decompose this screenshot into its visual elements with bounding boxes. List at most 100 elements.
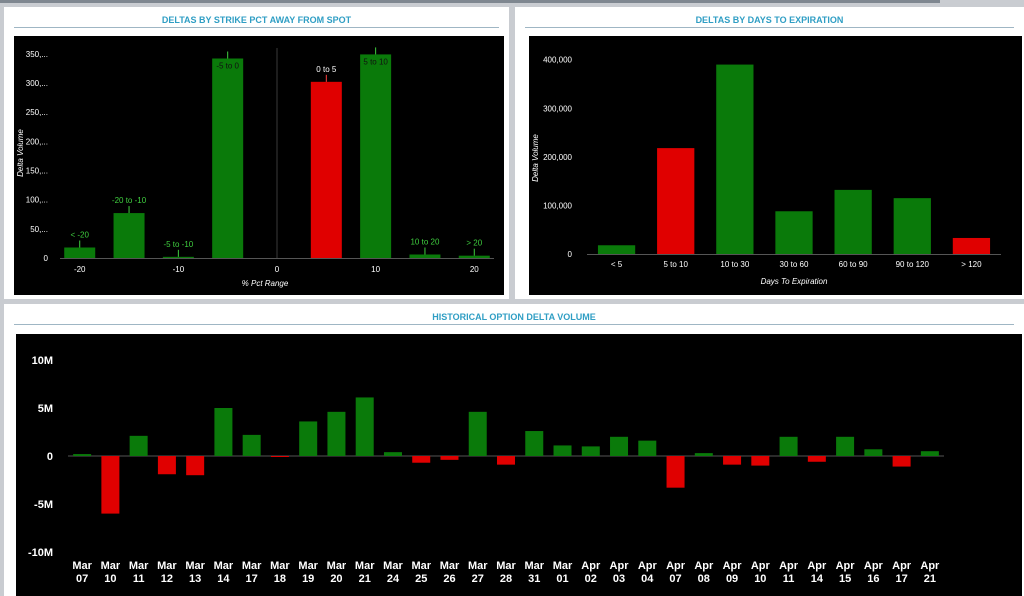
strike-bar (113, 213, 145, 258)
strike-y-tick-label: 300,... (26, 79, 48, 88)
history-x-tick-day: 18 (274, 573, 286, 585)
history-bar (157, 456, 176, 475)
history-y-tick-label: 0 (47, 451, 53, 463)
history-x-tick-day: 04 (641, 573, 654, 585)
strike-bar (64, 247, 96, 258)
history-x-tick-month: Mar (468, 560, 488, 572)
strike-y-tick-label: 100,... (26, 196, 48, 205)
strike-bar-label: > 20 (466, 239, 482, 248)
expiry-panel: DELTAS BY DAYS TO EXPIRATION 0 100,000 200… (515, 7, 1024, 299)
strike-x-tick-label: 0 (275, 265, 280, 274)
strike-bar (409, 254, 441, 258)
history-x-tick-month: Apr (723, 560, 743, 572)
history-x-tick-month: Mar (524, 560, 544, 572)
history-x-tick-day: 27 (472, 573, 484, 585)
history-bar (412, 456, 431, 463)
expiry-x-axis-title: Days To Expiration (761, 277, 828, 286)
strike-panel-title: DELTAS BY STRIKE PCT AWAY FROM SPOT (161, 15, 352, 25)
history-x-tick-day: 02 (585, 573, 597, 585)
expiry-x-tick-label: 5 to 10 (663, 260, 688, 269)
history-x-tick-day: 16 (867, 573, 879, 585)
history-x-tick-day: 14 (811, 573, 824, 585)
history-bar (920, 451, 939, 456)
strike-y-axis-title: Delta Volume (16, 129, 25, 177)
history-x-tick-month: Apr (779, 560, 799, 572)
history-panel: HISTORICAL OPTION DELTA VOLUME 10M 5M 0 -5M… (4, 304, 1024, 596)
history-title-rule (14, 324, 1014, 325)
history-bar (638, 440, 657, 456)
history-bar (186, 456, 205, 476)
history-x-tick-month: Apr (666, 560, 686, 572)
history-x-tick-day: 19 (302, 573, 314, 585)
strike-chart-area: 0 50,... 100,... 150,... 200,... 250,... 300,.… (14, 36, 504, 295)
history-x-tick-month: Apr (892, 560, 912, 572)
expiry-x-tick-label: < 5 (611, 260, 623, 269)
strike-bar-label: -5 to 0 (216, 62, 239, 71)
history-x-tick-month: Mar (270, 560, 290, 572)
expiry-x-tick-label: 30 to 60 (780, 260, 809, 269)
expiry-bar (657, 148, 695, 254)
strike-y-tick-label: 200,... (26, 137, 48, 146)
expiry-y-axis-title: Delta Volume (531, 134, 540, 182)
history-bar (101, 456, 120, 514)
history-bar (779, 436, 798, 456)
history-chart-area: 10M 5M 0 -5M -10M Mar 07 Mar 10 Mar 11 Mar 12 Mar 13 Ma… (16, 334, 1022, 596)
expiry-bar (597, 245, 636, 254)
history-bar (807, 456, 826, 462)
history-bar (270, 456, 289, 457)
strike-bar-label: 5 to 10 (363, 57, 388, 66)
strike-bar-label: 0 to 5 (316, 65, 337, 74)
top-border-line (0, 0, 940, 3)
history-bar (751, 456, 770, 466)
history-bar (723, 456, 742, 465)
history-x-tick-day: 20 (330, 573, 342, 585)
strike-y-tick-label: 0 (44, 254, 49, 263)
strike-bar-label: -5 to -10 (163, 240, 193, 249)
history-x-tick-month: Apr (638, 560, 658, 572)
expiry-title-rule (525, 27, 1014, 28)
strike-bar (310, 81, 342, 258)
history-x-tick-day: 08 (698, 573, 710, 585)
strike-y-tick-label: 250,... (26, 108, 48, 117)
history-bar (610, 436, 629, 456)
strike-bar-label: -20 to -10 (112, 196, 147, 205)
expiry-bar (893, 198, 931, 254)
history-x-tick-month: Mar (440, 560, 460, 572)
history-bar (497, 456, 515, 465)
history-bar (242, 434, 261, 456)
history-bar (383, 452, 402, 456)
history-x-tick-month: Apr (610, 560, 630, 572)
expiry-bar (952, 237, 991, 254)
history-bar (694, 453, 713, 456)
history-x-tick-month: Mar (411, 560, 431, 572)
strike-bar-label: 10 to 20 (410, 238, 439, 247)
expiry-x-tick-label: 10 to 30 (720, 260, 749, 269)
history-bar (525, 431, 544, 456)
history-x-tick-month: Mar (383, 560, 403, 572)
strike-y-tick-label: 50,... (30, 225, 48, 234)
expiry-y-tick-label: 200,000 (543, 153, 572, 162)
history-panel-title: HISTORICAL OPTION DELTA VOLUME (432, 312, 596, 322)
history-x-tick-day: 10 (754, 573, 766, 585)
expiry-x-tick-label: 60 to 90 (839, 260, 868, 269)
history-x-tick-day: 25 (415, 573, 427, 585)
history-x-tick-day: 03 (613, 573, 625, 585)
history-bar (355, 397, 374, 456)
strike-x-tick-label: 10 (371, 265, 380, 274)
strike-y-tick-label: 150,... (26, 167, 48, 176)
strike-x-axis-title: % Pct Range (242, 279, 289, 288)
history-bar (214, 408, 233, 456)
expiry-chart: 0 100,000 200,000 300,000 400,000 < 5 5 to 10 1… (531, 56, 1001, 286)
strike-bar-label: < -20 (70, 231, 89, 240)
history-bar (327, 411, 346, 456)
history-x-tick-day: 07 (76, 573, 88, 585)
expiry-x-tick-label: 90 to 120 (896, 260, 930, 269)
history-x-tick-month: Mar (298, 560, 318, 572)
history-bar (553, 445, 572, 456)
history-x-tick-day: 17 (246, 573, 258, 585)
history-y-tick-label: 5M (38, 403, 53, 415)
history-x-tick-month: Mar (553, 560, 573, 572)
history-x-tick-day: 11 (783, 573, 795, 585)
strike-panel: DELTAS BY STRIKE PCT AWAY FROM SPOT 0 50,… (4, 7, 509, 299)
history-x-tick-month: Mar (242, 560, 262, 572)
